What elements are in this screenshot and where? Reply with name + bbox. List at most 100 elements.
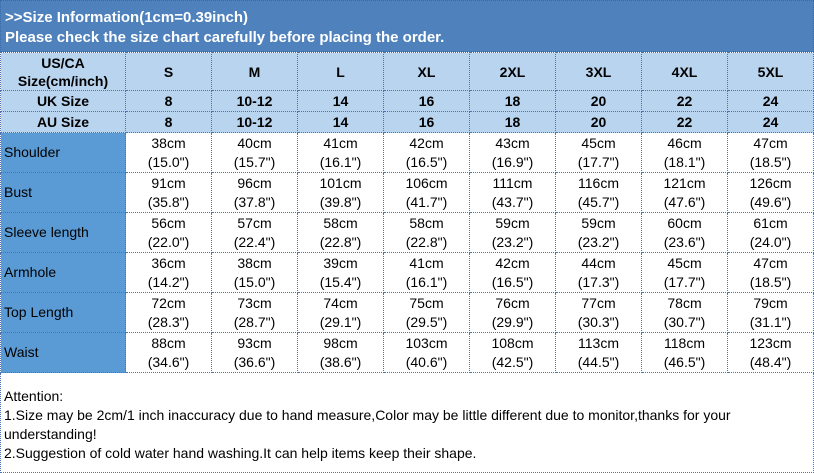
au-size-cell: 20 bbox=[555, 111, 642, 133]
cm-value: 73cm bbox=[237, 294, 272, 311]
size-info-title: >>Size Information(1cm=0.39inch) Please … bbox=[0, 0, 814, 52]
inch-value: (46.5") bbox=[663, 353, 706, 370]
cm-value: 38cm bbox=[237, 254, 272, 271]
cm-value: 101cm bbox=[319, 174, 362, 191]
cm-value: 106cm bbox=[405, 174, 448, 191]
note-1: 1.Size may be 2cm/1 inch inaccuracy due … bbox=[4, 407, 731, 442]
inch-value: (40.6") bbox=[405, 353, 448, 370]
size-cell: 4XL bbox=[641, 52, 728, 91]
cm-value: 57cm bbox=[237, 214, 272, 231]
uk-size-cell: 22 bbox=[641, 90, 728, 112]
measurement-label: Armhole bbox=[0, 252, 126, 293]
inch-value: (22.4") bbox=[233, 233, 276, 250]
cm-value: 47cm bbox=[753, 134, 788, 151]
size-chart-table: US/CA Size(cm/inch) S M L XL 2XL 3XL 4XL 5XL UK … bbox=[0, 52, 814, 373]
cm-value: 59cm bbox=[495, 214, 530, 231]
measurement-cell: 98cm (38.6") bbox=[297, 332, 384, 373]
size-cell: 2XL bbox=[469, 52, 556, 91]
cm-value: 121cm bbox=[663, 174, 706, 191]
measurement-label: Bust bbox=[0, 172, 126, 213]
inch-value: (29.5") bbox=[405, 313, 448, 330]
size-cell: S bbox=[125, 52, 212, 91]
measurement-cell: 96cm (37.8") bbox=[211, 172, 298, 213]
size-cell: M bbox=[211, 52, 298, 91]
us-size-row: US/CA Size(cm/inch) S M L XL 2XL 3XL 4XL 5XL bbox=[0, 52, 814, 91]
measurement-cell: 42cm (16.5") bbox=[383, 132, 470, 173]
uk-size-cell: 14 bbox=[297, 90, 384, 112]
size-cell: 5XL bbox=[727, 52, 814, 91]
cm-value: 60cm bbox=[667, 214, 702, 231]
measurement-label: Top Length bbox=[0, 292, 126, 333]
measurement-cell: 121cm (47.6") bbox=[641, 172, 728, 213]
cm-value: 40cm bbox=[237, 134, 272, 151]
inch-value: (16.5") bbox=[491, 273, 534, 290]
inch-value: (14.2") bbox=[147, 273, 190, 290]
note-2: 2.Suggestion of cold water hand washing.… bbox=[4, 445, 477, 461]
cm-value: 111cm bbox=[492, 174, 533, 191]
us-size-label: US/CA Size(cm/inch) bbox=[0, 52, 126, 91]
cm-value: 79cm bbox=[753, 294, 788, 311]
inch-value: (22.8") bbox=[319, 233, 362, 250]
cm-value: 45cm bbox=[581, 134, 616, 151]
measurement-cell: 44cm (17.3") bbox=[555, 252, 642, 293]
measurement-cell: 59cm (23.2") bbox=[555, 212, 642, 253]
au-size-cell: 18 bbox=[469, 111, 556, 133]
measurement-cell: 47cm (18.5") bbox=[727, 132, 814, 173]
cm-value: 58cm bbox=[409, 214, 444, 231]
inch-value: (17.7") bbox=[577, 153, 620, 170]
measurement-row: Top Length 72cm (28.3") 73cm (28.7") 74cm (29.… bbox=[0, 292, 814, 333]
inch-value: (23.2") bbox=[577, 233, 620, 250]
measurement-row: Shoulder 38cm (15.0") 40cm (15.7") 41cm (16.1"… bbox=[0, 132, 814, 173]
cm-value: 78cm bbox=[667, 294, 702, 311]
measurement-cell: 58cm (22.8") bbox=[297, 212, 384, 253]
cm-value: 96cm bbox=[237, 174, 272, 191]
inch-value: (22.0") bbox=[147, 233, 190, 250]
measurement-cell: 106cm (41.7") bbox=[383, 172, 470, 213]
measurement-label: Shoulder bbox=[0, 132, 126, 173]
cm-value: 39cm bbox=[323, 254, 358, 271]
measurement-cell: 38cm (15.0") bbox=[211, 252, 298, 293]
measurement-cell: 41cm (16.1") bbox=[383, 252, 470, 293]
inch-value: (37.8") bbox=[233, 193, 276, 210]
measurement-cell: 123cm (48.4") bbox=[727, 332, 814, 373]
uk-size-cell: 20 bbox=[555, 90, 642, 112]
cm-value: 91cm bbox=[151, 174, 186, 191]
measurement-cell: 36cm (14.2") bbox=[125, 252, 212, 293]
cm-value: 118cm bbox=[664, 334, 705, 351]
title-line-1: >>Size Information(1cm=0.39inch) bbox=[5, 9, 248, 26]
measurement-cell: 78cm (30.7") bbox=[641, 292, 728, 333]
measurement-cell: 76cm (29.9") bbox=[469, 292, 556, 333]
inch-value: (22.8") bbox=[405, 233, 448, 250]
measurement-cell: 46cm (18.1") bbox=[641, 132, 728, 173]
au-size-cell: 22 bbox=[641, 111, 728, 133]
cm-value: 42cm bbox=[495, 254, 530, 271]
inch-value: (17.3") bbox=[577, 273, 620, 290]
cm-value: 75cm bbox=[409, 294, 444, 311]
cm-value: 108cm bbox=[491, 334, 534, 351]
cm-value: 93cm bbox=[237, 334, 272, 351]
cm-value: 56cm bbox=[151, 214, 186, 231]
measurement-cell: 72cm (28.3") bbox=[125, 292, 212, 333]
au-size-cell: 16 bbox=[383, 111, 470, 133]
measurement-cell: 41cm (16.1") bbox=[297, 132, 384, 173]
uk-size-cell: 16 bbox=[383, 90, 470, 112]
measurement-cell: 47cm (18.5") bbox=[727, 252, 814, 293]
inch-value: (42.5") bbox=[491, 353, 534, 370]
inch-value: (48.4") bbox=[749, 353, 792, 370]
cm-value: 123cm bbox=[749, 334, 792, 351]
cm-value: 88cm bbox=[151, 334, 186, 351]
inch-value: (43.7") bbox=[491, 193, 534, 210]
cm-value: 44cm bbox=[581, 254, 616, 271]
inch-value: (38.6") bbox=[319, 353, 362, 370]
cm-value: 113cm bbox=[578, 334, 619, 351]
measurement-cell: 91cm (35.8") bbox=[125, 172, 212, 213]
inch-value: (17.7") bbox=[663, 273, 706, 290]
inch-value: (15.0") bbox=[147, 153, 190, 170]
inch-value: (31.1") bbox=[749, 313, 792, 330]
measurement-cell: 59cm (23.2") bbox=[469, 212, 556, 253]
inch-value: (15.4") bbox=[319, 273, 362, 290]
measurement-cell: 42cm (16.5") bbox=[469, 252, 556, 293]
measurement-label: Sleeve length bbox=[0, 212, 126, 253]
inch-value: (16.5") bbox=[405, 153, 448, 170]
inch-value: (29.1") bbox=[319, 313, 362, 330]
